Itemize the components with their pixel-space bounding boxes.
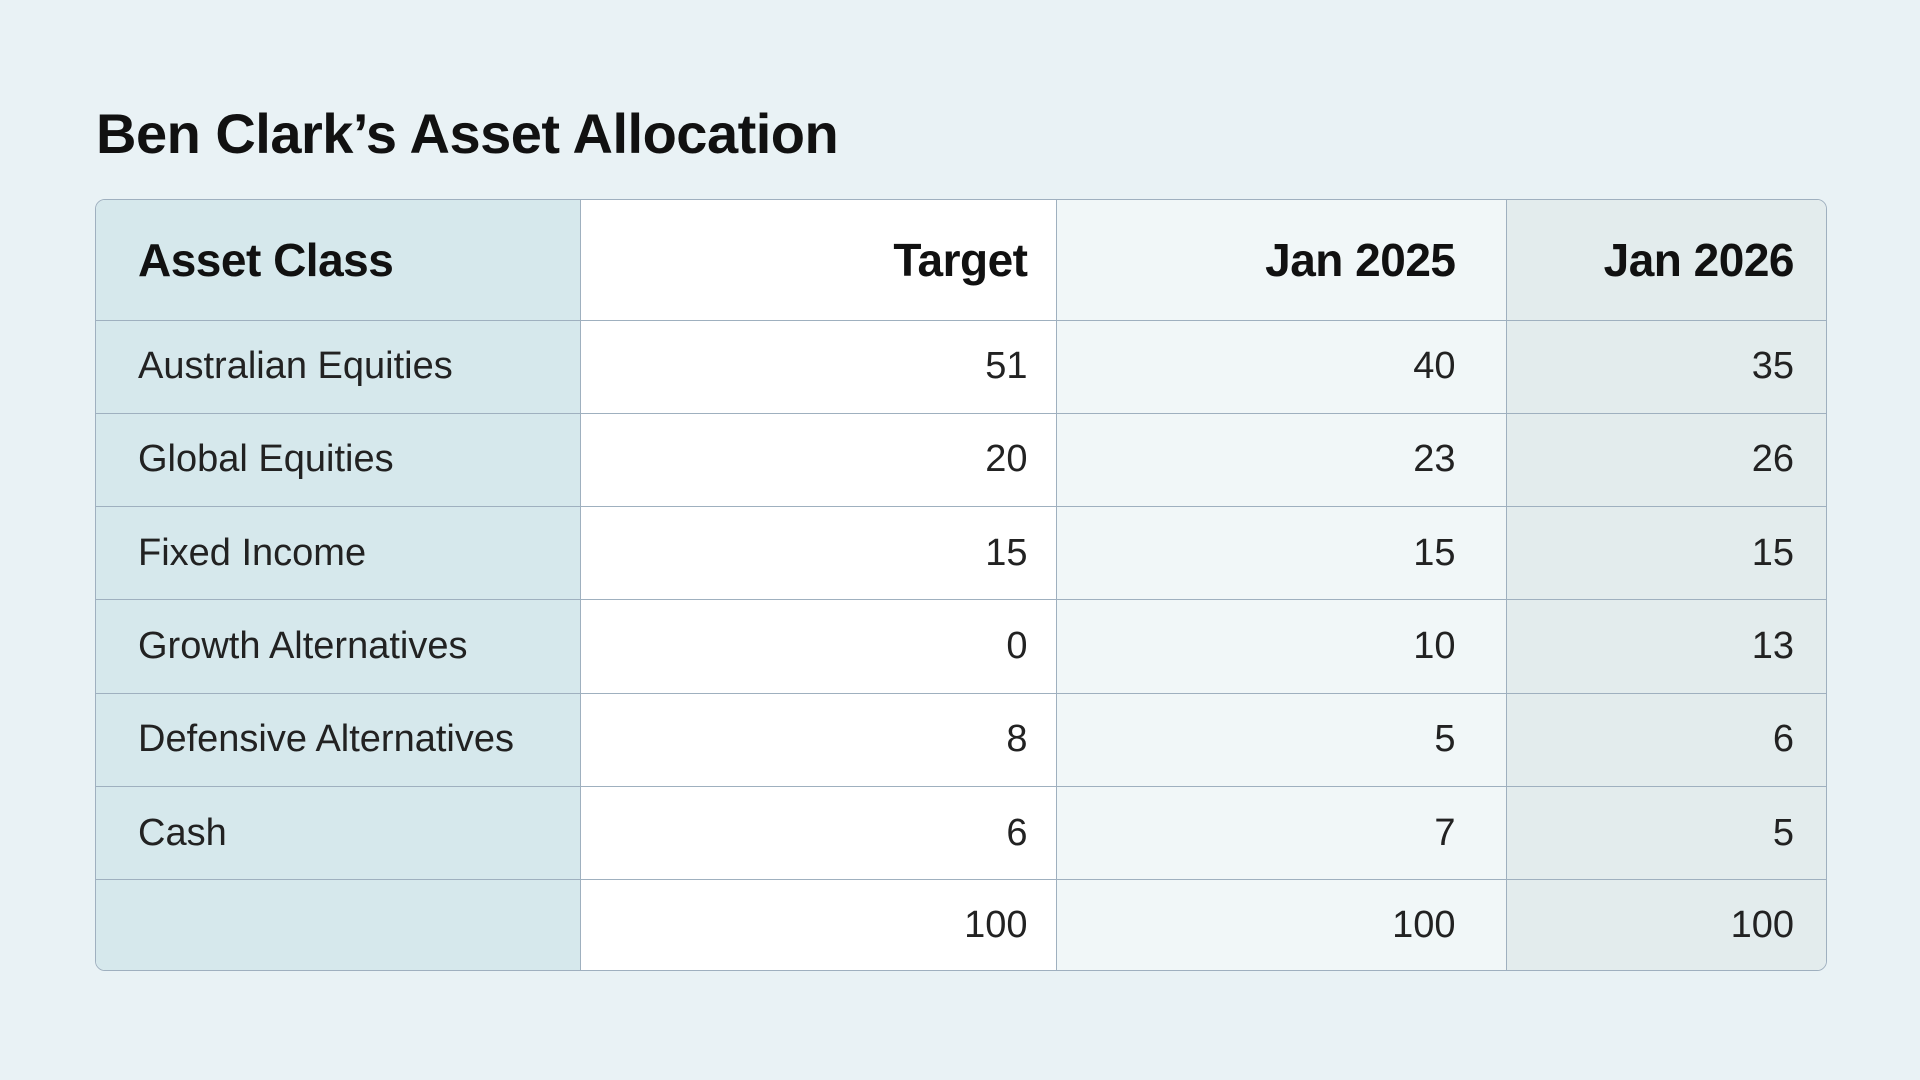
target-cell: 20	[579, 412, 1057, 508]
allocation-table: Asset Class Target Jan 2025 Jan 2026 Aus…	[95, 199, 1827, 971]
jan-2025-total-cell: 100	[1055, 879, 1507, 970]
jan-2026-total-cell: 100	[1505, 879, 1826, 970]
target-cell: 8	[579, 692, 1057, 787]
jan-2026-cell: 35	[1505, 319, 1826, 414]
table-row: Cash 6 7 5	[96, 785, 1826, 881]
jan-2026-cell: 6	[1505, 692, 1826, 787]
asset-class-cell: Growth Alternatives	[96, 599, 581, 694]
total-row: 100 100 100	[96, 879, 1826, 970]
asset-class-cell: Fixed Income	[96, 506, 581, 601]
page-title: Ben Clark’s Asset Allocation	[96, 102, 839, 165]
target-cell: 0	[579, 599, 1057, 694]
header-jan-2025: Jan 2025	[1055, 200, 1507, 321]
jan-2026-cell: 15	[1505, 506, 1826, 601]
table-row: Growth Alternatives 0 10 13	[96, 599, 1826, 694]
jan-2025-cell: 23	[1055, 412, 1507, 508]
table-header-row: Asset Class Target Jan 2025 Jan 2026	[96, 200, 1826, 321]
asset-class-cell: Global Equities	[96, 412, 581, 508]
jan-2026-cell: 5	[1505, 785, 1826, 881]
jan-2025-cell: 15	[1055, 506, 1507, 601]
jan-2026-cell: 13	[1505, 599, 1826, 694]
jan-2025-cell: 40	[1055, 319, 1507, 414]
asset-class-cell: Australian Equities	[96, 319, 581, 414]
table-row: Fixed Income 15 15 15	[96, 506, 1826, 601]
jan-2025-cell: 7	[1055, 785, 1507, 881]
target-cell: 51	[579, 319, 1057, 414]
asset-class-cell: Cash	[96, 785, 581, 881]
header-jan-2026: Jan 2026	[1505, 200, 1826, 321]
jan-2026-cell: 26	[1505, 412, 1826, 508]
jan-2025-cell: 10	[1055, 599, 1507, 694]
table-row: Australian Equities 51 40 35	[96, 319, 1826, 414]
target-cell: 6	[579, 785, 1057, 881]
asset-class-cell	[96, 879, 581, 970]
target-total-cell: 100	[579, 879, 1057, 970]
header-asset-class: Asset Class	[96, 200, 581, 321]
table-row: Global Equities 20 23 26	[96, 412, 1826, 508]
target-cell: 15	[579, 506, 1057, 601]
table-row: Defensive Alternatives 8 5 6	[96, 692, 1826, 787]
jan-2025-cell: 5	[1055, 692, 1507, 787]
asset-class-cell: Defensive Alternatives	[96, 692, 581, 787]
header-target: Target	[579, 200, 1057, 321]
